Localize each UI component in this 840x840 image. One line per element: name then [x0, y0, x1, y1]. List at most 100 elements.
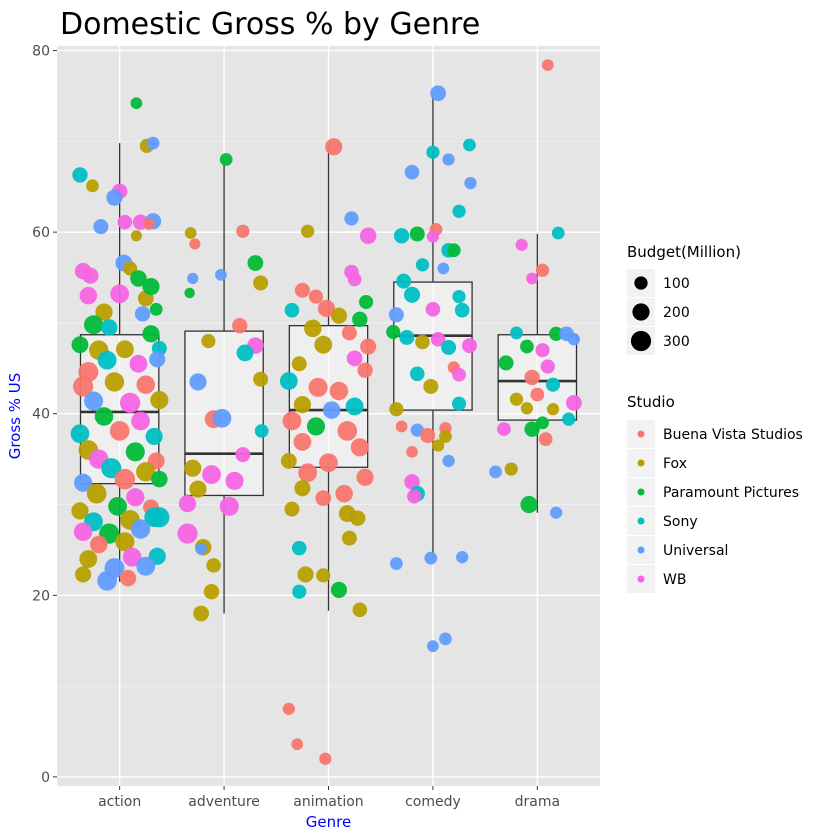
data-point — [106, 189, 123, 206]
data-point — [149, 507, 170, 528]
data-point — [109, 421, 130, 441]
data-point — [282, 702, 295, 715]
data-point — [114, 468, 136, 490]
data-point — [409, 226, 425, 242]
data-point — [254, 424, 269, 438]
data-point — [142, 278, 160, 296]
data-point — [451, 396, 467, 411]
legend-color-label: Fox — [663, 456, 687, 472]
data-point — [291, 738, 304, 751]
data-point — [404, 164, 420, 180]
data-point — [193, 605, 209, 622]
data-point — [504, 462, 518, 476]
data-point — [530, 387, 545, 402]
data-point — [131, 411, 150, 431]
x-axis-title: Genre — [306, 813, 351, 831]
data-point — [439, 430, 452, 443]
data-point — [322, 401, 341, 419]
data-point — [97, 350, 117, 370]
data-point — [330, 307, 348, 324]
data-point — [189, 238, 201, 250]
data-point — [520, 402, 534, 415]
data-point — [212, 408, 232, 428]
data-point — [430, 331, 446, 347]
data-point — [345, 397, 364, 416]
data-point — [75, 566, 92, 583]
data-point — [306, 417, 326, 436]
data-point — [389, 557, 403, 570]
data-point — [145, 427, 163, 446]
x-tick-label: drama — [515, 794, 560, 810]
data-point — [94, 407, 114, 426]
data-point — [72, 167, 88, 183]
data-point — [341, 530, 357, 546]
data-point — [104, 372, 125, 392]
data-point — [292, 584, 307, 599]
y-tick-label: 80 — [32, 44, 50, 60]
data-point — [298, 463, 318, 483]
data-point — [189, 373, 207, 391]
y-tick-label: 40 — [32, 407, 50, 423]
data-point — [136, 462, 156, 482]
data-point — [115, 532, 135, 552]
data-point — [446, 243, 461, 258]
data-point — [430, 85, 447, 102]
data-point — [189, 480, 207, 498]
data-point — [546, 403, 560, 416]
data-point — [150, 391, 169, 410]
legend-budget: Budget(Million) 100 200 300 — [627, 243, 741, 355]
data-point — [125, 442, 145, 462]
data-point — [454, 302, 470, 318]
data-point — [395, 420, 408, 433]
data-point — [184, 227, 197, 239]
data-point — [195, 543, 207, 555]
data-point — [489, 465, 502, 479]
data-point — [97, 570, 117, 591]
data-point — [225, 471, 244, 491]
data-point — [415, 334, 430, 350]
data-point — [119, 569, 137, 587]
data-point — [314, 335, 333, 354]
data-point — [219, 496, 239, 516]
legend-studio: Studio Buena Vista Studios Fox Paramount P… — [627, 393, 803, 593]
data-point — [316, 568, 331, 583]
legend-color-dot — [637, 459, 645, 467]
data-point — [406, 446, 418, 458]
data-point — [93, 219, 109, 235]
data-point — [282, 411, 302, 431]
data-point — [350, 510, 366, 526]
data-point — [562, 412, 576, 426]
data-point — [439, 632, 452, 646]
data-point — [293, 396, 311, 414]
legend-size-circle — [632, 303, 650, 321]
data-point — [201, 334, 216, 349]
data-point — [101, 458, 122, 479]
legend-size-label: 300 — [663, 334, 690, 350]
data-point — [71, 502, 89, 520]
data-point — [464, 176, 477, 190]
data-point — [407, 489, 422, 504]
data-point — [567, 333, 581, 346]
data-point — [108, 496, 127, 516]
data-point — [187, 272, 199, 285]
data-point — [86, 179, 99, 193]
data-point — [393, 228, 410, 244]
data-point — [146, 136, 160, 150]
data-point — [130, 230, 142, 242]
data-point — [126, 488, 145, 507]
data-point — [247, 255, 264, 271]
data-point — [509, 392, 524, 406]
data-point — [149, 351, 166, 368]
data-point — [452, 289, 466, 304]
data-point — [84, 391, 104, 411]
x-tick-label: comedy — [405, 794, 461, 810]
data-point — [136, 375, 155, 394]
data-point — [432, 439, 445, 452]
legend-color-label: Buena Vista Studios — [663, 427, 803, 443]
legend-size-label: 100 — [663, 276, 690, 292]
data-point — [79, 286, 98, 305]
data-point — [284, 501, 300, 517]
data-point — [341, 325, 357, 341]
data-point — [404, 474, 420, 490]
data-point — [359, 227, 377, 245]
